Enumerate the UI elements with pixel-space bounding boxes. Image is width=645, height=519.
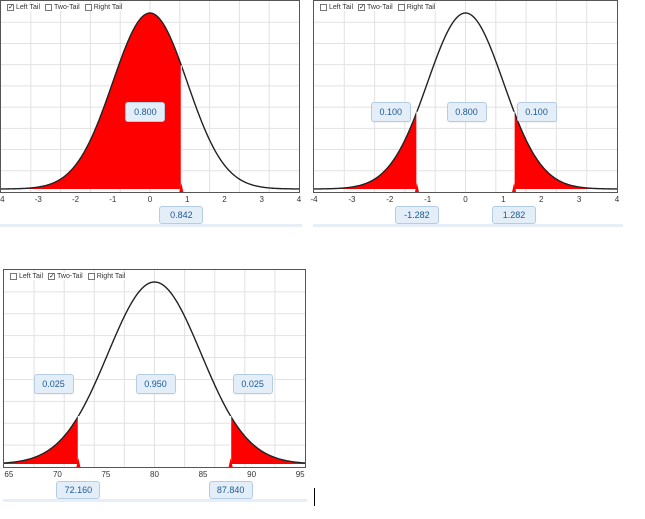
plot-area[interactable]: Left Tail ✓ Two-Tail Right Tail 0.025 0.950 0.… <box>3 269 306 468</box>
probability-box[interactable]: 0.950 <box>135 374 176 395</box>
x-tick-label: 1 <box>501 195 506 204</box>
x-tick-label: 75 <box>101 470 111 479</box>
panel-footer-strip <box>0 224 302 227</box>
left-tail-checkbox[interactable] <box>10 273 17 280</box>
distribution-panel-left-tail: ✓Left Tail Two-Tail Right Tail 0.800 -4 -3 -2 -… <box>0 0 302 229</box>
right-tail-label: Right Tail <box>406 4 436 11</box>
x-tick-label: 1 <box>185 195 190 204</box>
distribution-panel-two-tail: Left Tail ✓ Two-Tail Right Tail 0.100 0.800 0.… <box>310 0 623 229</box>
probability-box[interactable]: 0.025 <box>232 374 273 395</box>
x-tick-label: -4 <box>310 195 318 204</box>
shaded-region <box>1 13 182 189</box>
x-tick-label: 80 <box>150 470 159 479</box>
two-tail-checkbox[interactable]: ✓ <box>358 4 365 11</box>
left-tail-checkbox[interactable] <box>320 4 327 11</box>
cutoff-marker[interactable] <box>228 458 233 467</box>
two-tail-label: Two-Tail <box>367 4 393 11</box>
x-tick-label: 70 <box>52 470 62 479</box>
right-tail-label: Right Tail <box>96 273 126 280</box>
right-tail-option[interactable]: Right Tail <box>397 4 436 11</box>
x-tick-label: -3 <box>34 195 42 204</box>
tail-options: Left Tail ✓ Two-Tail Right Tail <box>318 4 438 11</box>
x-tick-label: -1 <box>424 195 432 204</box>
cutoff-value-box[interactable]: 72.160 <box>56 481 101 499</box>
plot-area[interactable]: Left Tail ✓ Two-Tail Right Tail 0.100 0.800 0.… <box>313 0 618 193</box>
shaded-right-tail <box>230 416 305 464</box>
left-tail-option[interactable]: ✓ Left Tail <box>7 4 40 11</box>
cutoff-value-box[interactable]: 87.840 <box>208 481 253 499</box>
distribution-panel-two-tail-scaled: Left Tail ✓ Two-Tail Right Tail 0.025 0.950 0.… <box>3 269 307 504</box>
two-tail-option[interactable]: ✓ Two-Tail <box>358 4 393 11</box>
right-tail-checkbox[interactable] <box>84 4 92 11</box>
shaded-right-tail <box>514 111 617 189</box>
left-tail-option[interactable]: Left Tail <box>320 4 353 11</box>
left-tail-label: Left Tail <box>19 273 43 280</box>
two-tail-option[interactable]: Two-Tail <box>45 4 80 11</box>
two-tail-label: Two-Tail <box>57 273 83 280</box>
two-tail-checkbox[interactable] <box>45 4 52 11</box>
x-tick-label: -1 <box>109 195 117 204</box>
panel-footer-strip <box>313 224 623 227</box>
left-tail-option[interactable]: Left Tail <box>10 273 43 280</box>
panel-footer-strip <box>3 499 307 502</box>
left-tail-label: Left Tail <box>16 4 40 11</box>
cutoff-value-box[interactable]: -1.282 <box>394 206 439 224</box>
right-tail-checkbox[interactable] <box>397 4 405 11</box>
density-curve <box>4 281 305 464</box>
probability-box[interactable]: 0.100 <box>516 101 557 122</box>
distribution-svg <box>314 1 617 192</box>
x-tick-label: -4 <box>0 195 5 204</box>
two-tail-checkbox[interactable]: ✓ <box>48 273 55 280</box>
distribution-svg <box>1 1 299 192</box>
x-tick-label: 3 <box>576 195 582 204</box>
x-tick-label: 0 <box>147 195 153 204</box>
tail-options: Left Tail ✓ Two-Tail Right Tail <box>8 273 128 280</box>
plot-area[interactable]: ✓ Left Tail Two-Tail Right Tail 0.800 <box>0 0 300 193</box>
x-tick-label: 85 <box>198 470 208 479</box>
probability-box[interactable]: 0.800 <box>125 101 166 122</box>
two-tail-label: Two-Tail <box>54 4 80 11</box>
probability-box[interactable]: 0.025 <box>33 374 74 395</box>
probability-box[interactable]: 0.800 <box>446 101 487 122</box>
x-tick-label: 4 <box>296 195 302 204</box>
x-tick-label: 95 <box>295 470 305 479</box>
left-tail-checkbox[interactable]: ✓ <box>7 4 14 11</box>
shaded-left-tail <box>314 111 417 189</box>
right-tail-checkbox[interactable] <box>87 273 95 280</box>
x-tick-label: -2 <box>71 195 80 204</box>
probability-box[interactable]: 0.100 <box>370 101 411 122</box>
density-curve <box>314 12 617 190</box>
x-tick-label: 65 <box>4 470 14 479</box>
cutoff-marker[interactable] <box>414 183 419 192</box>
x-tick-label: -3 <box>348 195 356 204</box>
cutoff-marker[interactable] <box>512 183 517 192</box>
right-tail-label: Right Tail <box>93 4 123 11</box>
cutoff-marker[interactable] <box>76 458 81 467</box>
cutoff-value-box[interactable]: 0.842 <box>159 206 204 224</box>
shaded-left-tail <box>4 416 79 464</box>
x-tick-label: 4 <box>614 195 620 204</box>
tail-options: ✓ Left Tail Two-Tail Right Tail <box>5 4 125 11</box>
distribution-svg <box>4 270 305 467</box>
cutoff-marker[interactable] <box>179 183 184 192</box>
text-cursor <box>314 488 315 506</box>
right-tail-option[interactable]: Right Tail <box>84 4 123 11</box>
density-curve <box>1 12 299 190</box>
x-tick-label: -2 <box>386 195 394 204</box>
x-tick-label: 2 <box>539 195 544 204</box>
x-tick-label: 3 <box>259 195 264 204</box>
x-tick-label: 2 <box>222 195 227 204</box>
x-tick-label: 0 <box>463 195 468 204</box>
left-tail-label: Left Tail <box>329 4 353 11</box>
cutoff-value-box[interactable]: 1.282 <box>492 206 537 224</box>
right-tail-option[interactable]: Right Tail <box>87 273 126 280</box>
x-tick-label: 90 <box>247 470 257 479</box>
two-tail-option[interactable]: ✓ Two-Tail <box>48 273 83 280</box>
